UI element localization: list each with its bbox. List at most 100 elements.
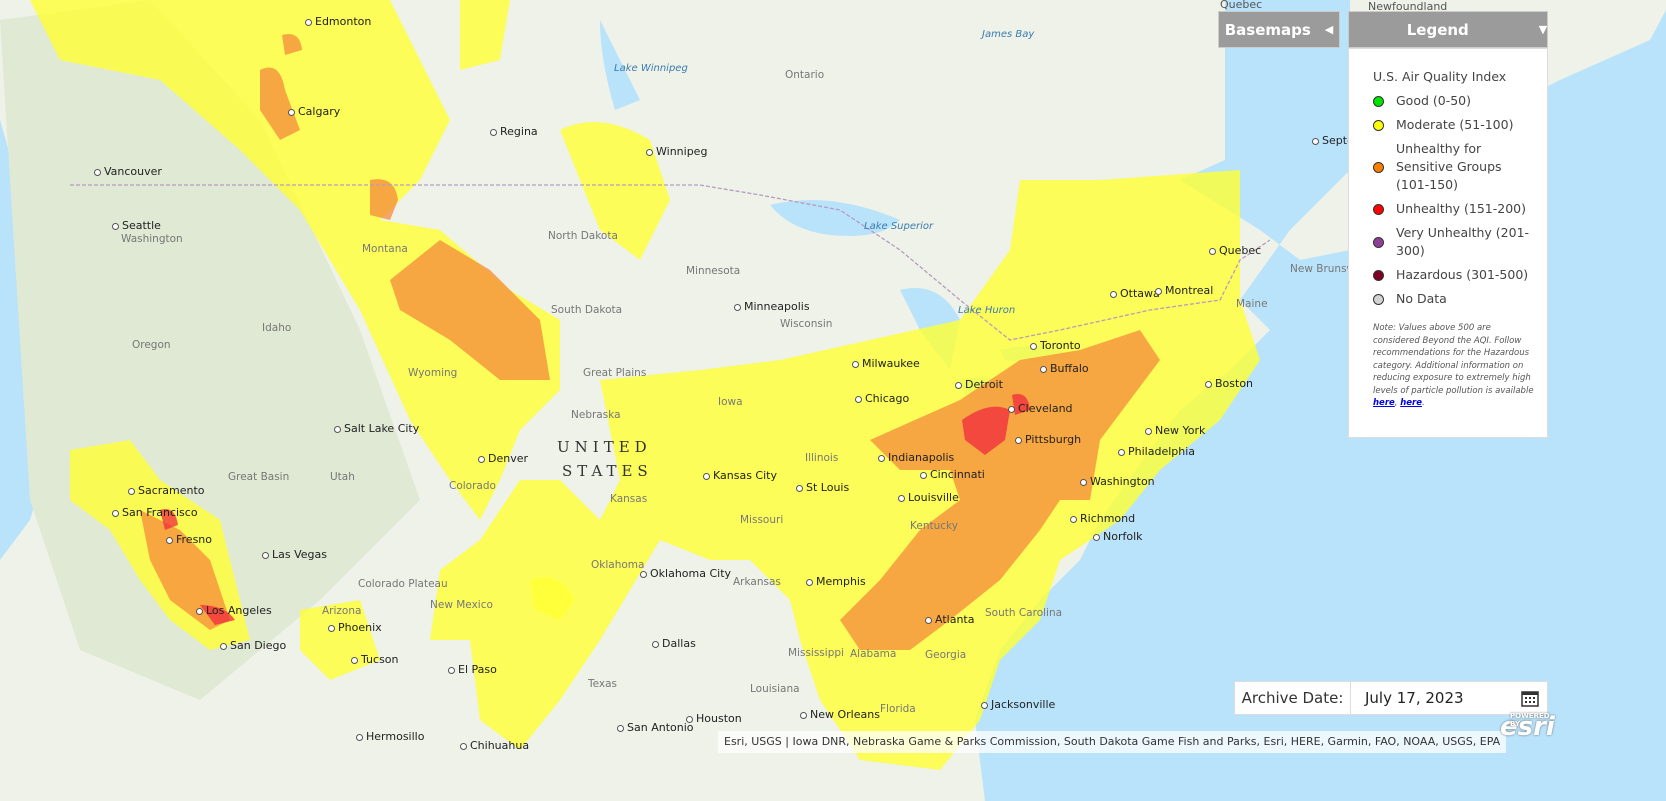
region-label: Oklahoma (591, 559, 645, 571)
city-label: Indianapolis (878, 451, 954, 464)
legend-note: Note: Values above 500 are considered Be… (1373, 323, 1534, 408)
basemaps-label: Basemaps (1224, 20, 1311, 39)
city-label: Boston (1205, 377, 1253, 390)
water-label: Lake Superior (864, 221, 934, 232)
city-label: Chicago (855, 392, 909, 405)
legend-item: No Data (1373, 290, 1535, 308)
city-label: Winnipeg (646, 145, 707, 158)
city-label: New Orleans (800, 708, 880, 721)
archive-date-label: Archive Date: (1235, 682, 1351, 714)
legend-item: Good (0-50) (1373, 92, 1535, 110)
city-label: Pittsburgh (1015, 433, 1081, 446)
legend-link-1[interactable]: here (1373, 398, 1395, 408)
city-label: El Paso (448, 663, 497, 676)
region-label: Oregon (132, 339, 171, 351)
region-label: North Dakota (548, 230, 618, 242)
region-label: South Carolina (985, 607, 1063, 619)
city-label: Ottawa (1110, 287, 1160, 300)
legend-swatch-icon (1373, 236, 1384, 248)
city-label: Las Vegas (262, 548, 327, 561)
region-label: South Dakota (551, 304, 623, 316)
region-label: Louisiana (750, 683, 800, 695)
city-label: Salt Lake City (334, 422, 419, 435)
region-label: Missouri (740, 514, 784, 526)
archive-date-input[interactable]: July 17, 2023 (1351, 682, 1547, 714)
legend-item-label: Unhealthy (151-200) (1396, 201, 1526, 216)
city-label: Tucson (351, 653, 399, 666)
city-label: Memphis (806, 575, 866, 588)
city-label: Houston (686, 712, 742, 725)
city-label: San Antonio (617, 721, 694, 734)
region-label: Iowa (718, 396, 743, 408)
archive-date-control: Archive Date: July 17, 2023 (1234, 681, 1548, 715)
city-label: Cleveland (1008, 402, 1073, 415)
city-label: Philadelphia (1118, 445, 1195, 458)
city-label: Sacramento (128, 484, 205, 497)
water-label: Lake Huron (958, 305, 1016, 316)
caret-left-icon: ◀ (1324, 23, 1334, 36)
aqi-usg-areas (140, 34, 1160, 650)
legend-swatch-icon (1373, 119, 1384, 131)
region-label: New Mexico (430, 599, 493, 611)
city-label: Norfolk (1093, 530, 1143, 543)
city-label: San Francisco (112, 506, 198, 519)
canada-us-border (70, 184, 1271, 341)
legend-swatch-icon (1373, 203, 1384, 215)
archive-date-value: July 17, 2023 (1365, 689, 1464, 707)
region-label: Illinois (805, 452, 839, 464)
map-attribution: Esri, USGS | Iowa DNR, Nebraska Game & P… (718, 731, 1507, 753)
region-label: Idaho (262, 322, 292, 334)
city-label: Minneapolis (734, 300, 810, 313)
region-label: Florida (880, 703, 916, 715)
city-label: Quebec (1209, 244, 1261, 257)
city-label: San Diego (220, 639, 286, 652)
city-label: Chihuahua (460, 739, 529, 752)
region-label: Great Plains (583, 367, 647, 379)
city-label: Jacksonville (981, 698, 1055, 711)
city-label: Richmond (1070, 512, 1135, 525)
legend-item-label: Good (0-50) (1396, 93, 1472, 108)
city-label: Montreal (1155, 284, 1213, 297)
region-label: Arizona (322, 605, 362, 617)
city-label: Vancouver (94, 165, 162, 178)
legend-swatch-icon (1373, 161, 1384, 173)
legend-swatch-icon (1373, 269, 1384, 281)
region-label: Utah (330, 471, 355, 483)
city-label: Regina (490, 125, 538, 138)
city-label: Milwaukee (852, 357, 920, 370)
region-label: Nebraska (571, 409, 621, 421)
legend-item: Hazardous (301-500) (1373, 266, 1535, 284)
label-newfoundland: Newfoundland (1368, 0, 1448, 13)
legend-item: Very Unhealthy (201-300) (1373, 224, 1535, 260)
region-label: Ontario (785, 69, 825, 81)
city-label: Cincinnati (920, 468, 985, 481)
region-label: Colorado Plateau (358, 578, 448, 590)
legend-title: U.S. Air Quality Index (1373, 69, 1507, 84)
legend-note-text: Note: Values above 500 are considered Be… (1373, 323, 1534, 396)
calendar-icon[interactable] (1521, 689, 1539, 707)
legend-toggle-button[interactable]: Legend ▼ (1348, 11, 1548, 48)
label-quebec-province: Quebec (1220, 0, 1263, 11)
city-label: Atlanta (925, 613, 974, 626)
region-label: Minnesota (686, 265, 741, 277)
legend-item: Unhealthy for Sensitive Groups (101-150) (1373, 140, 1535, 194)
region-label: Wisconsin (780, 318, 833, 330)
label-country-line1: UNITED (557, 438, 652, 456)
city-label: Oklahoma City (640, 567, 731, 580)
city-label: Kansas City (703, 469, 777, 482)
region-label: Texas (588, 678, 618, 690)
legend-item: Unhealthy (151-200) (1373, 200, 1535, 218)
basemaps-button[interactable]: Basemaps ◀ (1218, 11, 1340, 48)
region-label: Great Basin (228, 471, 290, 483)
city-label: Seattle (112, 219, 161, 232)
esri-logo: POWERED BY esri (1500, 712, 1555, 742)
region-label: Arkansas (733, 576, 781, 588)
city-label: Denver (478, 452, 528, 465)
city-label: Toronto (1030, 339, 1081, 352)
legend-swatch-icon (1373, 293, 1384, 305)
water-label: James Bay (982, 29, 1035, 40)
legend-link-2[interactable]: here (1400, 398, 1422, 408)
city-label: New York (1145, 424, 1205, 437)
region-label: Kentucky (910, 520, 958, 532)
region-label: Maine (1236, 298, 1268, 310)
